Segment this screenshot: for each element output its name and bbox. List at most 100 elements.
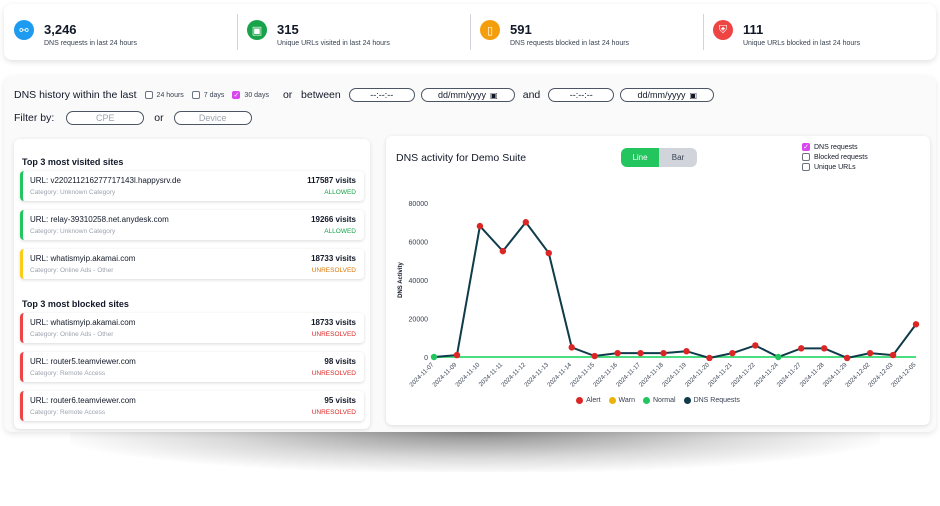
range-30d-checkbox[interactable]: ✓ 30 days [232,91,269,99]
data-point [568,344,575,351]
legend-label: Warn [618,397,635,404]
data-point [591,352,598,360]
stat-blocked-urls: ⛨ 111 Unique URLs blocked in last 24 hou… [703,12,936,52]
y-tick-label: 0 [424,355,428,362]
site-category: Category: Online Ads - Other [30,267,114,274]
y-axis-label: DNS Activity [398,261,404,297]
data-point [430,353,438,361]
alert-dot-icon [576,397,584,404]
data-point [866,349,874,357]
or-label: or [154,112,164,124]
data-point [889,351,897,359]
start-date-input[interactable]: dd/mm/yyyy ▣ [420,88,515,102]
legend-alert[interactable]: Alert [576,397,601,404]
dns-requests-checkbox[interactable]: ✓ DNS requests [802,143,868,151]
history-filter-row: DNS history within the last 24 hours 7 d… [14,88,715,102]
legend-label: DNS Requests [693,397,740,404]
checkbox-box[interactable] [802,153,810,161]
site-url: URL: relay-39310258.net.anydesk.com [30,215,169,224]
blocked-site-item[interactable]: URL: whatismyip.akamai.com Category: Onl… [20,313,364,343]
series-checkboxes: ✓ DNS requests Blocked requests Unique UR… [802,143,868,173]
data-point [798,345,805,352]
visited-site-item[interactable]: URL: relay-39310258.net.anydesk.com Cate… [20,210,364,240]
site-status: ALLOWED [324,228,356,235]
stat-label: DNS requests in last 24 hours [44,40,137,47]
site-visits: 95 visits [324,396,356,405]
checkbox-label: 30 days [244,91,269,99]
stat-blocked-requests: ▯ 591 DNS requests blocked in last 24 ho… [470,12,703,52]
site-url: URL: whatismyip.akamai.com [30,318,136,327]
line-toggle-button[interactable]: Line [621,148,659,167]
data-point [522,219,530,226]
data-point [453,351,461,359]
stat-value: 591 [510,22,532,37]
data-point [660,349,667,357]
site-visits: 98 visits [324,357,356,366]
y-tick-label: 60000 [409,240,429,247]
range-7d-checkbox[interactable]: 7 days [191,91,224,99]
dns-history-panel: DNS history within the last 24 hours 7 d… [4,76,936,432]
data-point [637,349,644,357]
legend-dns-requests[interactable]: DNS Requests [683,397,740,404]
blocked-site-item[interactable]: URL: router5.teamviewer.com Category: Re… [20,352,364,382]
site-url: URL: router6.teamviewer.com [30,396,136,405]
site-url: URL: v220211216277717143l.happysrv.de [30,176,181,185]
site-visits: 18733 visits [311,254,356,263]
chart-type-toggle: Line Bar [621,148,697,167]
dns-dot-icon [683,397,691,404]
data-point [499,247,507,255]
blocked-site-item[interactable]: URL: router6.teamviewer.com Category: Re… [20,391,364,421]
y-tick-label: 40000 [409,278,429,285]
checkbox-box[interactable] [144,91,153,99]
calendar-icon[interactable]: ▣ [489,90,498,100]
top-visited-title: Top 3 most visited sites [22,157,124,167]
end-date-input[interactable]: dd/mm/yyyy ▣ [620,88,715,102]
site-visits: 18733 visits [311,318,356,327]
cpe-input[interactable]: CPE [66,111,145,125]
site-category: Category: Unknown Category [30,228,116,235]
checkbox-box-checked[interactable]: ✓ [802,143,810,151]
data-point [706,354,713,362]
unique-urls-checkbox[interactable]: Unique URLs [802,163,868,171]
site-visits: 117587 visits [307,176,356,185]
shield-icon: ⛨ [713,20,733,40]
data-point [476,222,484,230]
data-point [752,342,759,349]
site-status: UNRESOLVED [311,331,356,338]
data-point [820,345,828,352]
blocked-requests-checkbox[interactable]: Blocked requests [802,153,868,161]
legend-normal[interactable]: Normal [643,397,676,404]
legend-label: Alert [586,397,601,404]
legend-warn[interactable]: Warn [608,397,635,404]
site-category: Category: Remote Access [30,409,106,416]
network-icon: ⚯ [14,20,34,40]
data-point [614,349,621,357]
checkbox-box[interactable] [191,91,200,99]
checkbox-box-checked[interactable]: ✓ [232,91,241,99]
device-input[interactable]: Device [173,111,252,125]
top-sites-card: Top 3 most visited sites URL: v220211216… [14,139,370,429]
site-status: UNRESOLVED [311,267,356,274]
history-label: DNS history within the last [14,89,137,101]
filter-by-label: Filter by: [14,112,55,124]
site-url: URL: whatismyip.akamai.com [30,254,136,263]
visited-site-item[interactable]: URL: v220211216277717143l.happysrv.de Ca… [20,171,364,201]
start-time-input[interactable]: --:--:-- [348,88,415,102]
dns-requests-series-line [433,220,917,360]
phone-icon: ▯ [480,20,500,40]
cpe-placeholder: CPE [96,113,115,123]
dns-activity-chart-card: DNS activity for Demo Suite Line Bar ✓ DN… [386,136,930,425]
top-blocked-title: Top 3 most blocked sites [22,299,129,309]
site-category: Category: Unknown Category [30,189,116,196]
bar-toggle-button[interactable]: Bar [659,148,697,167]
stat-label: Unique URLs visited in last 24 hours [277,40,390,47]
site-status: UNRESOLVED [311,370,356,377]
end-time-input[interactable]: --:--:-- [548,88,615,102]
site-visits: 19266 visits [311,215,356,224]
checkbox-box[interactable] [802,163,810,171]
range-24h-checkbox[interactable]: 24 hours [144,91,184,99]
visited-site-item[interactable]: URL: whatismyip.akamai.com Category: Onl… [20,249,364,279]
normal-dot-icon [643,397,650,404]
calendar-icon[interactable]: ▣ [689,90,698,100]
checkbox-label: Blocked requests [814,153,868,161]
